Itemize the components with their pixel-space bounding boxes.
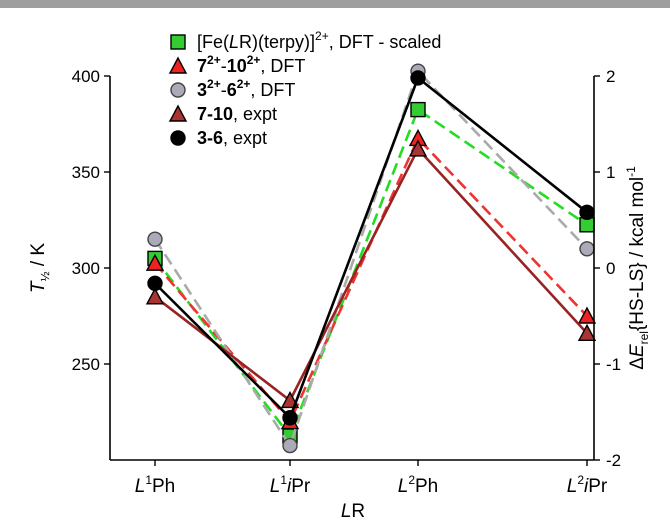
left-tick-label: 250	[72, 355, 100, 374]
left-tick-label: 400	[72, 67, 100, 86]
data-point	[577, 306, 597, 324]
x-tick-label: L2Ph	[398, 473, 439, 497]
legend-marker	[168, 56, 188, 74]
data-point	[282, 410, 298, 426]
data-point	[410, 101, 426, 118]
legend-marker	[170, 34, 186, 50]
right-tick-label: 1	[606, 163, 615, 182]
y-axis-label: T½ / K	[28, 243, 52, 293]
series-1	[145, 128, 597, 430]
x-tick-label: L1iPr	[270, 473, 311, 497]
legend-entry: [Fe(LR)(terpy)]2+, DFT - scaled	[197, 29, 441, 52]
series-line	[154, 136, 588, 425]
legend-entry: 32+-62+, DFT	[197, 77, 295, 100]
axes-layer: 250 300 350 400 -2 -1 0 1 2 L1Ph L1iPr L2Ph L2iPr LR T…	[28, 67, 651, 522]
legend-marker	[170, 130, 186, 146]
series-line	[153, 107, 588, 439]
legend: [Fe(LR)(terpy)]2+, DFT - scaled72+-102+,…	[168, 29, 441, 148]
data-point	[282, 437, 298, 454]
right-tick-label: 0	[606, 259, 615, 278]
data-point	[579, 204, 595, 221]
y2-axis-label: ΔErel{HS-LS} / kcal mol-1	[624, 166, 651, 370]
legend-marker	[168, 104, 188, 122]
x-axis-label: LR	[341, 501, 365, 522]
right-tick-label: -2	[606, 451, 621, 470]
series-0	[147, 101, 595, 444]
x-tick-label: L1Ph	[135, 473, 176, 497]
right-tick-label: -1	[606, 355, 621, 374]
right-tick-label: 2	[606, 67, 615, 86]
data-point	[408, 139, 428, 157]
data-point	[147, 231, 163, 247]
data-point	[145, 253, 165, 271]
left-tick-label: 300	[72, 259, 100, 278]
series-line	[153, 68, 588, 449]
series-4	[147, 70, 595, 426]
top-divider-bar	[0, 0, 670, 8]
data-point	[577, 323, 597, 341]
x-tick-label: L2iPr	[567, 473, 608, 497]
data-point	[579, 241, 595, 257]
series-line	[154, 146, 588, 403]
left-tick-label: 350	[72, 163, 100, 182]
legend-marker	[170, 82, 186, 98]
series-line	[154, 75, 588, 421]
legend-entry: 72+-102+, DFT	[197, 53, 305, 76]
data-point	[410, 70, 426, 86]
data-point	[145, 287, 165, 305]
data-point	[147, 275, 163, 292]
legend-entry: 3-6, expt	[197, 128, 267, 148]
legend-entry: 7-10, expt	[197, 104, 277, 124]
series-3	[145, 139, 597, 409]
